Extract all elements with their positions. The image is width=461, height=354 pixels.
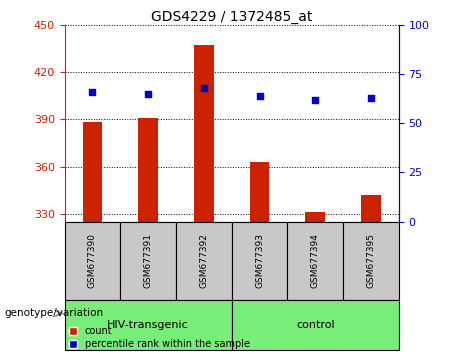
Bar: [250, 162, 269, 222]
Text: GSM677392: GSM677392: [199, 234, 208, 289]
Text: GSM677393: GSM677393: [255, 234, 264, 289]
Bar: [306, 212, 325, 222]
Title: GDS4229 / 1372485_at: GDS4229 / 1372485_at: [151, 10, 313, 24]
Text: GSM677394: GSM677394: [311, 234, 320, 289]
Bar: [231, 222, 287, 300]
Bar: [231, 300, 399, 350]
Text: GSM677391: GSM677391: [143, 234, 153, 289]
Text: control: control: [296, 320, 335, 330]
Bar: [176, 222, 231, 300]
Bar: [83, 122, 102, 222]
Text: GSM677390: GSM677390: [88, 234, 97, 289]
Point: [200, 85, 207, 91]
Bar: [65, 222, 120, 300]
Point: [312, 97, 319, 102]
Bar: [138, 118, 158, 222]
Point: [144, 91, 152, 97]
Text: GSM677395: GSM677395: [366, 234, 375, 289]
Point: [89, 89, 96, 95]
Point: [256, 93, 263, 98]
Bar: [343, 222, 399, 300]
Bar: [194, 45, 213, 222]
Text: HIV-transgenic: HIV-transgenic: [107, 320, 189, 330]
Bar: [287, 222, 343, 300]
Point: [367, 95, 375, 101]
Bar: [120, 222, 176, 300]
Text: genotype/variation: genotype/variation: [5, 308, 104, 318]
Bar: [65, 300, 231, 350]
Bar: [361, 195, 381, 222]
Legend: count, percentile rank within the sample: count, percentile rank within the sample: [70, 326, 250, 349]
